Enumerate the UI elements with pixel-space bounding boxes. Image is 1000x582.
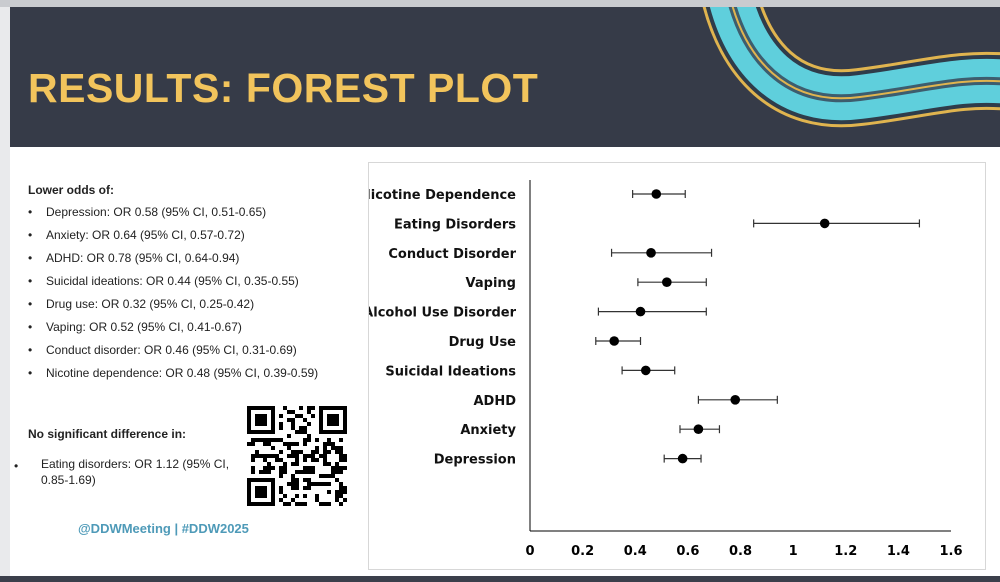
lower-odds-item: • Vaping: OR 0.52 (95% CI, 0.41-0.67): [28, 319, 318, 342]
slide-title: RESULTS: FOREST PLOT: [28, 65, 539, 111]
lower-odds-item-text: Depression: OR 0.58 (95% CI, 0.51-0.65): [46, 205, 267, 219]
lower-odds-item-text: Drug use: OR 0.32 (95% CI, 0.25-0.42): [46, 297, 255, 311]
category-label: Conduct Disorder: [388, 247, 516, 262]
lower-odds-item: • ADHD: OR 0.78 (95% CI, 0.64-0.94): [28, 250, 318, 273]
left-edge: [0, 7, 10, 576]
lower-odds-heading: Lower odds of:: [28, 183, 114, 197]
slide-header: RESULTS: FOREST PLOT: [10, 7, 1000, 147]
category-label: Anxiety: [460, 423, 516, 438]
odds-ratio-point: [819, 218, 830, 229]
odds-ratio-point: [662, 277, 672, 287]
odds-ratio-point: [693, 424, 704, 435]
category-label: Eating Disorders: [394, 217, 516, 232]
bullet-icon: •: [28, 366, 33, 380]
lower-odds-item-text: Anxiety: OR 0.64 (95% CI, 0.57-0.72): [46, 228, 245, 242]
odds-ratio-point: [646, 248, 656, 258]
lower-odds-item: • Anxiety: OR 0.64 (95% CI, 0.57-0.72): [28, 227, 318, 250]
lower-odds-item: • Drug use: OR 0.32 (95% CI, 0.25-0.42): [28, 296, 318, 319]
category-label: ADHD: [473, 394, 516, 409]
category-label: Suicidal Ideations: [385, 364, 516, 379]
forest-plot-svg: 0 0.2 0.4 0.6 0.8 1 1.2 1.4 1.6 Nicotine Dependen…: [369, 180, 963, 559]
lower-odds-item-text: ADHD: OR 0.78 (95% CI, 0.64-0.94): [46, 251, 240, 265]
top-border-strip: [0, 0, 1000, 7]
lower-odds-item: • Conduct disorder: OR 0.46 (95% CI, 0.31…: [28, 342, 318, 365]
forest-plot: 0 0.2 0.4 0.6 0.8 1 1.2 1.4 1.6 Nicotine Dependen…: [368, 162, 986, 570]
x-tick-label: 0: [525, 544, 534, 559]
bullet-icon: •: [28, 251, 33, 265]
odds-ratio-point: [651, 189, 662, 199]
bullet-icon: •: [28, 297, 33, 311]
bullet-icon: •: [28, 274, 33, 288]
bullet-icon: •: [28, 320, 33, 334]
x-tick-label: 0.4: [624, 544, 647, 559]
no-difference-item-text: Eating disorders: OR 1.12 (95% CI, 0.85-…: [41, 457, 230, 487]
category-label: Depression: [434, 453, 516, 468]
qr-code-icon: [247, 406, 347, 506]
x-tick-label: 0.8: [729, 544, 752, 559]
bullet-icon: •: [14, 459, 19, 473]
x-tick-label: 0.6: [676, 544, 699, 559]
decorative-wave-icon: [702, 7, 1000, 128]
category-label: Alcohol Use Disorder: [369, 306, 517, 321]
bullet-icon: •: [28, 205, 33, 219]
x-tick-label: 1: [789, 544, 798, 559]
bottom-border-strip: [0, 576, 1000, 582]
category-label: Vaping: [466, 276, 516, 291]
odds-ratio-point: [640, 365, 651, 376]
no-difference-item: • Eating disorders: OR 1.12 (95% CI, 0.8…: [14, 456, 234, 488]
conference-hashtag: @DDWMeeting | #DDW2025: [78, 521, 249, 536]
bullet-icon: •: [28, 343, 33, 357]
lower-odds-list: • Depression: OR 0.58 (95% CI, 0.51-0.65)…: [28, 204, 318, 388]
lower-odds-item: • Depression: OR 0.58 (95% CI, 0.51-0.65): [28, 204, 318, 227]
lower-odds-item-text: Conduct disorder: OR 0.46 (95% CI, 0.31-…: [46, 343, 297, 357]
category-label: Nicotine Dependence: [369, 188, 516, 203]
category-label: Drug Use: [449, 335, 517, 350]
lower-odds-item: • Nicotine dependence: OR 0.48 (95% CI, 0…: [28, 365, 318, 388]
lower-odds-item-text: Nicotine dependence: OR 0.48 (95% CI, 0.…: [46, 366, 319, 380]
odds-ratio-point: [677, 453, 688, 464]
odds-ratio-point: [635, 306, 646, 317]
odds-ratio-point: [609, 336, 619, 346]
x-tick-label: 1.6: [939, 544, 962, 559]
x-tick-label: 1.2: [834, 544, 857, 559]
bullet-icon: •: [28, 228, 33, 242]
x-tick-label: 0.2: [571, 544, 594, 559]
lower-odds-item-text: Suicidal ideations: OR 0.44 (95% CI, 0.3…: [46, 274, 299, 288]
no-difference-heading: No significant difference in:: [28, 427, 187, 441]
odds-ratio-point: [730, 395, 741, 405]
x-tick-label: 1.4: [887, 544, 910, 559]
lower-odds-item-text: Vaping: OR 0.52 (95% CI, 0.41-0.67): [46, 320, 242, 334]
lower-odds-item: • Suicidal ideations: OR 0.44 (95% CI, 0.…: [28, 273, 318, 296]
